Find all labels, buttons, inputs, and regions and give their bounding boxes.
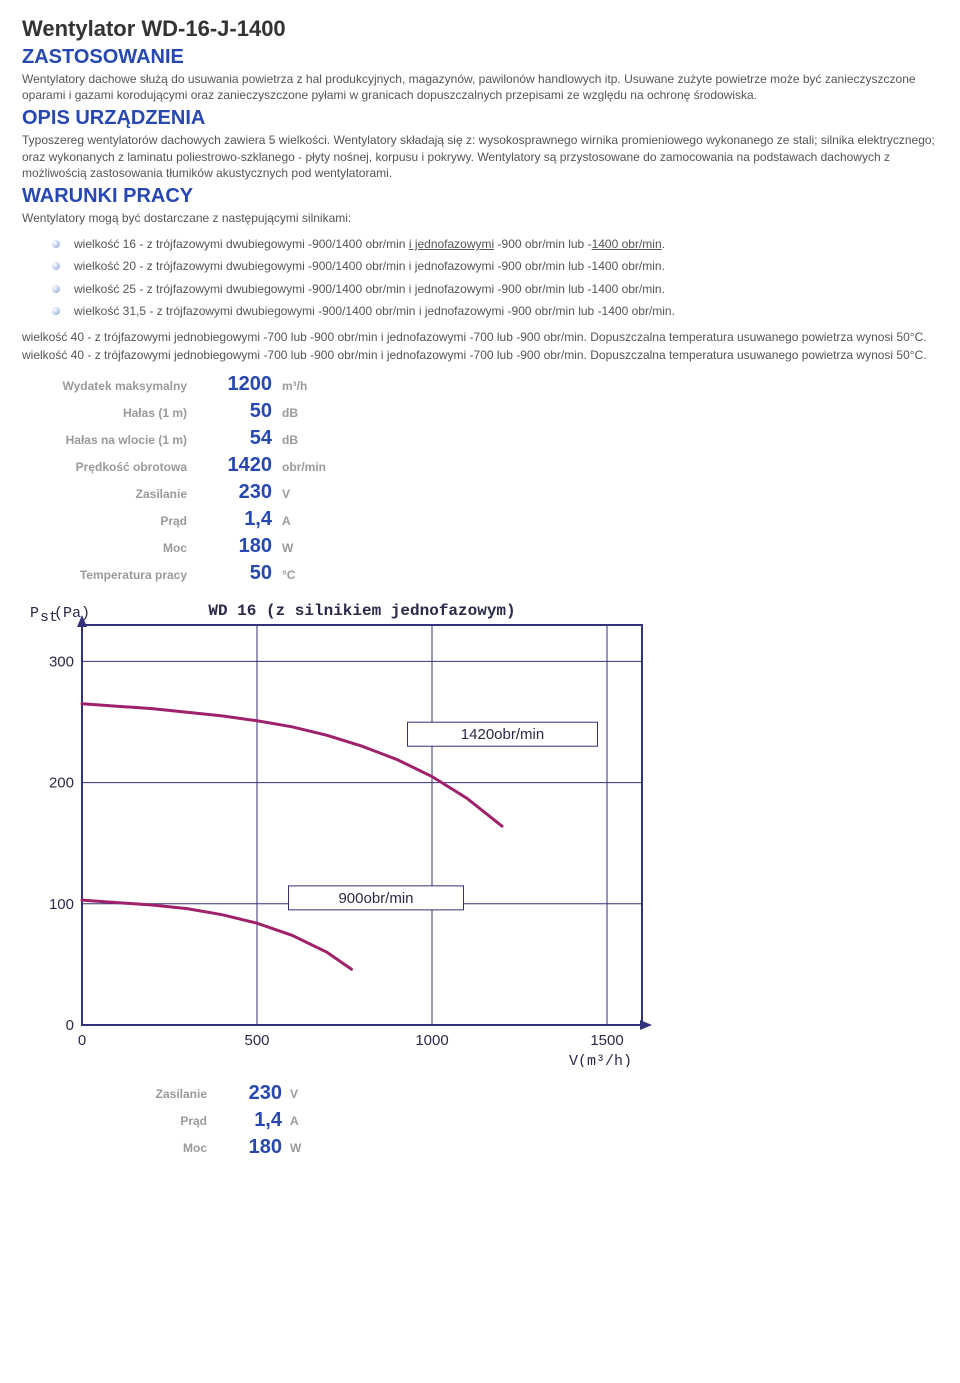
svg-text:300: 300 xyxy=(49,654,74,671)
spec-label: Temperatura pracy xyxy=(22,560,197,587)
warunki-bullet-item: wielkość 16 - z trójfazowymi dwubiegowym… xyxy=(52,236,938,252)
svg-text:V(m³/h): V(m³/h) xyxy=(569,1053,632,1067)
spec-value: 1,4 xyxy=(207,1107,282,1134)
spec-label: Hałas (1 m) xyxy=(22,398,197,425)
spec-unit: W xyxy=(282,1134,301,1161)
specs-table-bottom: Zasilanie230VPrąd1,4AMoc180W xyxy=(82,1080,301,1161)
spec-row: Hałas na wlocie (1 m)54dB xyxy=(22,425,336,452)
spec-label: Moc xyxy=(22,533,197,560)
svg-text:900obr/min: 900obr/min xyxy=(338,890,413,907)
spec-unit: A xyxy=(282,1107,301,1134)
warunki-bullet-item: wielkość 25 - z trójfazowymi dwubiegowym… xyxy=(52,281,938,297)
spec-row: Wydatek maksymalny1200m³/h xyxy=(22,371,336,398)
spec-row: Prędkość obrotowa1420obr/min xyxy=(22,452,336,479)
spec-row: Moc180W xyxy=(82,1134,301,1161)
spec-label: Zasilanie xyxy=(22,479,197,506)
svg-text:1000: 1000 xyxy=(415,1032,448,1049)
spec-label: Moc xyxy=(82,1134,207,1161)
zastosowanie-text: Wentylatory dachowe służą do usuwania po… xyxy=(22,71,938,103)
spec-label: Prędkość obrotowa xyxy=(22,452,197,479)
spec-value: 1200 xyxy=(197,371,282,398)
svg-text:0: 0 xyxy=(66,1017,74,1034)
spec-row: Zasilanie230V xyxy=(82,1080,301,1107)
spec-value: 230 xyxy=(207,1080,282,1107)
spec-unit: V xyxy=(282,1080,301,1107)
warunki-after-1: wielkość 40 - z trójfazowymi jednobiegow… xyxy=(22,329,938,345)
performance-chart: Pst(Pa)WD 16 (z silnikiem jednofazowym)0… xyxy=(22,597,938,1070)
warunki-bullet-item: wielkość 31,5 - z trójfazowymi dwubiegow… xyxy=(52,303,938,319)
svg-text:1420obr/min: 1420obr/min xyxy=(461,726,544,743)
spec-row: Prąd1,4A xyxy=(82,1107,301,1134)
spec-value: 1,4 xyxy=(197,506,282,533)
svg-text:200: 200 xyxy=(49,775,74,792)
spec-row: Moc180W xyxy=(22,533,336,560)
spec-unit: °C xyxy=(282,560,336,587)
specs-table: Wydatek maksymalny1200m³/hHałas (1 m)50d… xyxy=(22,371,336,587)
spec-value: 50 xyxy=(197,398,282,425)
svg-text:WD 16 (z silnikiem jednofazowy: WD 16 (z silnikiem jednofazowym) xyxy=(208,602,515,620)
spec-unit: dB xyxy=(282,425,336,452)
spec-row: Prąd1,4A xyxy=(22,506,336,533)
zastosowanie-heading: ZASTOSOWANIE xyxy=(22,46,938,69)
spec-value: 180 xyxy=(197,533,282,560)
svg-text:500: 500 xyxy=(244,1032,269,1049)
spec-label: Prąd xyxy=(82,1107,207,1134)
svg-text:100: 100 xyxy=(49,896,74,913)
page-title: Wentylator WD-16-J-1400 xyxy=(22,16,938,42)
spec-unit: W xyxy=(282,533,336,560)
warunki-intro: Wentylatory mogą być dostarczane z nastę… xyxy=(22,210,938,226)
svg-text:1500: 1500 xyxy=(590,1032,623,1049)
spec-value: 50 xyxy=(197,560,282,587)
spec-label: Wydatek maksymalny xyxy=(22,371,197,398)
opis-text: Typoszereg wentylatorów dachowych zawier… xyxy=(22,132,938,181)
spec-label: Prąd xyxy=(22,506,197,533)
warunki-bullet-item: wielkość 20 - z trójfazowymi dwubiegowym… xyxy=(52,258,938,274)
spec-label: Zasilanie xyxy=(82,1080,207,1107)
svg-text:(Pa): (Pa) xyxy=(54,605,90,622)
spec-unit: obr/min xyxy=(282,452,336,479)
warunki-heading: WARUNKI PRACY xyxy=(22,185,938,208)
svg-text:P: P xyxy=(30,605,39,622)
warunki-bullet-list: wielkość 16 - z trójfazowymi dwubiegowym… xyxy=(52,236,938,319)
svg-text:0: 0 xyxy=(78,1032,86,1049)
spec-row: Zasilanie230V xyxy=(22,479,336,506)
spec-unit: dB xyxy=(282,398,336,425)
spec-unit: m³/h xyxy=(282,371,336,398)
warunki-after-2: wielkość 40 - z trójfazowymi jednobiegow… xyxy=(22,347,938,363)
spec-value: 180 xyxy=(207,1134,282,1161)
spec-value: 1420 xyxy=(197,452,282,479)
spec-value: 54 xyxy=(197,425,282,452)
spec-label: Hałas na wlocie (1 m) xyxy=(22,425,197,452)
spec-unit: V xyxy=(282,479,336,506)
spec-unit: A xyxy=(282,506,336,533)
spec-row: Temperatura pracy50°C xyxy=(22,560,336,587)
spec-row: Hałas (1 m)50dB xyxy=(22,398,336,425)
opis-heading: OPIS URZĄDZENIA xyxy=(22,107,938,130)
spec-value: 230 xyxy=(197,479,282,506)
